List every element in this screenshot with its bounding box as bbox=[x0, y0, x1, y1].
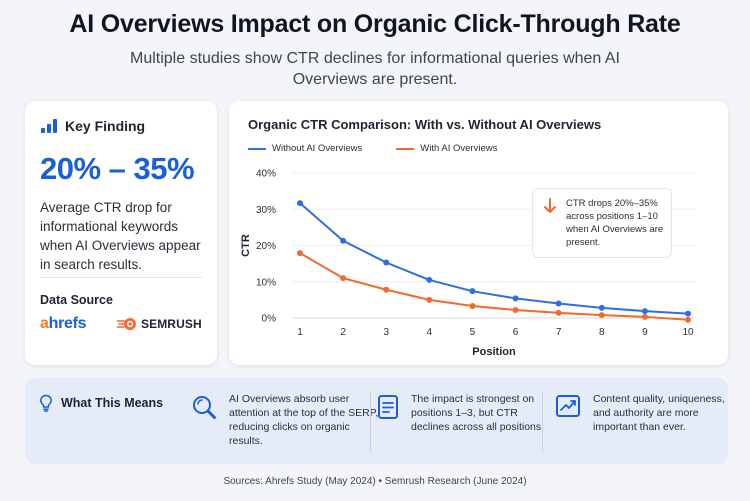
data-point bbox=[340, 237, 347, 244]
data-point bbox=[641, 308, 648, 315]
y-tick-label: 30% bbox=[256, 205, 276, 216]
page-title: AI Overviews Impact on Organic Click-Thr… bbox=[69, 10, 681, 38]
x-tick-label: 5 bbox=[470, 327, 476, 338]
data-point bbox=[685, 316, 691, 323]
key-finding-label: Key Finding bbox=[65, 118, 146, 134]
data-point bbox=[555, 300, 562, 307]
data-point bbox=[685, 310, 691, 317]
data-point bbox=[297, 250, 303, 257]
y-tick-label: 40% bbox=[256, 169, 276, 180]
data-point bbox=[512, 295, 519, 302]
y-tick-label: 10% bbox=[256, 277, 276, 288]
data-point bbox=[469, 288, 476, 295]
insight-item: The impact is strongest on positions 1–3… bbox=[377, 392, 547, 434]
x-tick-label: 7 bbox=[556, 327, 562, 338]
insight-text: Content quality, uniqueness, and authori… bbox=[593, 393, 725, 433]
x-tick-label: 8 bbox=[599, 327, 605, 338]
x-tick-label: 9 bbox=[642, 327, 648, 338]
series-line-without bbox=[299, 202, 689, 315]
x-tick-label: 2 bbox=[340, 327, 346, 338]
data-point bbox=[469, 303, 476, 310]
divider bbox=[542, 392, 543, 452]
chart-title: Organic CTR Comparison: With vs. Without… bbox=[248, 117, 602, 132]
data-point bbox=[383, 286, 390, 293]
x-axis-label: Position bbox=[472, 346, 516, 358]
data-point bbox=[340, 275, 347, 282]
chart-card: 0% 10% 20% 30% 40% 1 2 3 4 5 6 7 8 9 10 Position CTR Org… bbox=[229, 101, 728, 365]
insight-item: Content quality, uniqueness, and authori… bbox=[555, 392, 725, 434]
what-this-means-band: What This Means AI Overviews absorb user… bbox=[25, 378, 728, 464]
data-point bbox=[555, 309, 562, 316]
data-point bbox=[426, 276, 433, 283]
y-axis-label: CTR bbox=[240, 234, 252, 257]
legend-item-without: Without AI Overviews bbox=[248, 143, 362, 154]
insight-text: The impact is strongest on positions 1–3… bbox=[411, 393, 545, 433]
x-tick-label: 6 bbox=[513, 327, 519, 338]
data-point bbox=[598, 312, 605, 319]
insight-text: AI Overviews absorb user attention at th… bbox=[229, 393, 379, 447]
arrow-down-icon bbox=[544, 198, 556, 213]
key-finding-header: Key Finding bbox=[41, 118, 145, 134]
divider bbox=[370, 392, 371, 452]
legend-label-without: Without AI Overviews bbox=[272, 143, 363, 154]
y-tick-label: 0% bbox=[262, 314, 277, 325]
sources-footer: Sources: Ahrefs Study (May 2024) • Semru… bbox=[223, 476, 527, 487]
magnifier-icon bbox=[193, 396, 216, 419]
chart-annotation: CTR drops 20%–35% across positions 1–10 … bbox=[532, 188, 672, 258]
x-tick-label: 10 bbox=[682, 327, 694, 338]
key-finding-card: Key Finding 20% – 35% Average CTR drop f… bbox=[25, 101, 217, 365]
insight-item: AI Overviews absorb user attention at th… bbox=[191, 392, 381, 448]
semrush-logo: SEMRUSH bbox=[117, 317, 202, 331]
lightbulb-icon bbox=[40, 394, 52, 412]
trend-chart-icon bbox=[556, 395, 580, 417]
key-finding-range: 20% – 35% bbox=[40, 151, 195, 186]
x-tick-label: 1 bbox=[297, 327, 303, 338]
ahrefs-logo: ahrefs bbox=[40, 315, 87, 332]
x-tick-label: 3 bbox=[383, 327, 389, 338]
x-tick-label: 4 bbox=[427, 327, 433, 338]
data-point bbox=[512, 307, 519, 314]
what-this-means-header: What This Means bbox=[39, 394, 163, 412]
data-point bbox=[383, 259, 390, 266]
page-subtitle: Multiple studies show CTR declines for i… bbox=[129, 50, 620, 88]
data-point bbox=[426, 296, 433, 303]
data-point bbox=[641, 313, 648, 320]
series-line-with bbox=[299, 252, 689, 321]
what-this-means-label: What This Means bbox=[61, 396, 164, 410]
ctr-line-chart: 0% 10% 20% 30% 40% 1 2 3 4 5 6 7 8 9 10 Position CTR bbox=[240, 169, 696, 358]
data-source-label: Data Source bbox=[40, 293, 113, 307]
semrush-flame-icon bbox=[117, 318, 136, 330]
legend-item-with: With AI Overviews bbox=[396, 143, 497, 154]
legend-label-with: With AI Overviews bbox=[420, 143, 498, 154]
chart-annotation-text: CTR drops 20%–35% across positions 1–10 … bbox=[566, 198, 664, 248]
y-tick-label: 20% bbox=[256, 241, 276, 252]
bar-chart-icon bbox=[41, 119, 57, 133]
chart-legend: Without AI Overviews With AI Overviews bbox=[248, 143, 497, 154]
document-icon bbox=[378, 395, 398, 419]
data-point bbox=[598, 304, 605, 311]
divider bbox=[40, 277, 202, 278]
key-finding-description: Average CTR drop for informational keywo… bbox=[40, 200, 201, 272]
data-point bbox=[297, 200, 303, 207]
